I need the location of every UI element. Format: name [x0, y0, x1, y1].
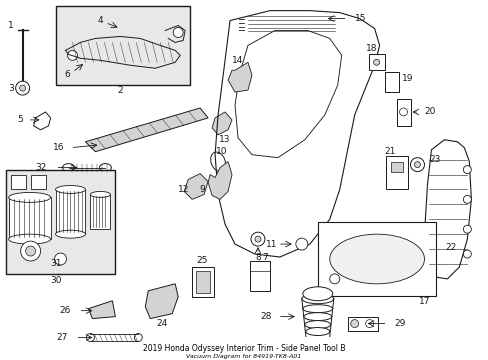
FancyBboxPatch shape [56, 6, 190, 85]
Text: 11: 11 [265, 240, 277, 249]
Bar [249, 261, 269, 291]
Text: 13: 13 [219, 135, 230, 144]
Text: 32: 32 [35, 163, 46, 172]
Text: 5: 5 [18, 116, 23, 125]
Circle shape [329, 274, 339, 284]
Text: 1: 1 [8, 21, 14, 30]
Circle shape [25, 246, 36, 256]
Text: 4: 4 [98, 16, 103, 25]
Bar [196, 271, 210, 293]
Text: 7: 7 [262, 252, 267, 261]
Circle shape [20, 85, 25, 91]
Text: 22: 22 [445, 243, 456, 252]
Ellipse shape [86, 333, 94, 341]
Text: 31: 31 [50, 260, 61, 269]
Ellipse shape [9, 193, 50, 202]
Circle shape [373, 59, 379, 65]
Text: 2: 2 [117, 86, 123, 95]
Circle shape [20, 241, 41, 261]
Ellipse shape [134, 333, 142, 341]
FancyBboxPatch shape [6, 170, 115, 274]
FancyBboxPatch shape [385, 156, 407, 189]
Text: 19: 19 [401, 74, 412, 83]
Circle shape [463, 195, 470, 203]
Text: 20: 20 [424, 108, 435, 117]
Text: 14: 14 [232, 56, 243, 65]
Circle shape [463, 225, 470, 233]
Text: 12: 12 [177, 185, 188, 194]
Text: 27: 27 [57, 333, 68, 342]
Text: 16: 16 [53, 143, 64, 152]
Bar [31, 175, 45, 189]
Polygon shape [85, 108, 208, 152]
Text: 8: 8 [255, 252, 260, 261]
Polygon shape [184, 174, 208, 199]
Circle shape [295, 238, 307, 250]
Text: 3: 3 [8, 84, 14, 93]
Text: 9: 9 [199, 185, 204, 194]
Text: 17: 17 [418, 297, 429, 306]
Ellipse shape [302, 287, 332, 301]
Ellipse shape [99, 164, 111, 172]
Polygon shape [88, 301, 115, 319]
Text: 21: 21 [383, 147, 394, 156]
Text: 28: 28 [260, 312, 271, 321]
Ellipse shape [56, 185, 85, 193]
Text: 30: 30 [50, 276, 61, 285]
Ellipse shape [301, 294, 333, 304]
Circle shape [250, 232, 264, 246]
Ellipse shape [210, 152, 225, 171]
Bar [90, 194, 110, 229]
Circle shape [463, 250, 470, 258]
Ellipse shape [302, 305, 332, 312]
Text: 23: 23 [428, 155, 440, 164]
Circle shape [410, 158, 424, 172]
Bar [390, 162, 402, 172]
Bar [9, 197, 50, 239]
Text: 6: 6 [64, 70, 70, 79]
Polygon shape [145, 284, 178, 319]
Text: 15: 15 [354, 14, 366, 23]
FancyBboxPatch shape [317, 222, 436, 296]
Ellipse shape [62, 164, 74, 172]
Polygon shape [212, 112, 232, 135]
Circle shape [16, 81, 30, 95]
Circle shape [350, 320, 358, 328]
Ellipse shape [303, 312, 331, 321]
FancyBboxPatch shape [368, 54, 384, 70]
Ellipse shape [90, 192, 110, 197]
Text: 2019 Honda Odyssey Interior Trim - Side Panel Tool B: 2019 Honda Odyssey Interior Trim - Side … [142, 344, 345, 353]
Circle shape [399, 108, 407, 116]
Circle shape [365, 320, 373, 328]
Ellipse shape [329, 234, 424, 284]
Circle shape [414, 162, 420, 168]
Polygon shape [208, 162, 232, 199]
Text: 10: 10 [216, 147, 227, 156]
Bar [11, 175, 25, 189]
Text: 29: 29 [394, 319, 405, 328]
Ellipse shape [304, 321, 330, 329]
Circle shape [67, 50, 77, 60]
FancyBboxPatch shape [396, 99, 410, 126]
Ellipse shape [56, 230, 85, 238]
Text: 26: 26 [60, 306, 71, 315]
Circle shape [55, 253, 66, 265]
Bar [384, 72, 398, 92]
Text: 24: 24 [156, 319, 167, 328]
Ellipse shape [9, 234, 50, 244]
Circle shape [463, 166, 470, 174]
Circle shape [173, 27, 183, 37]
Text: 25: 25 [196, 256, 207, 265]
Polygon shape [227, 62, 251, 92]
Bar [192, 267, 214, 297]
Text: 18: 18 [365, 44, 377, 53]
Bar [347, 316, 377, 330]
Ellipse shape [305, 328, 329, 336]
Bar [56, 189, 85, 234]
Text: Vacuum Diagram for 84919-TK8-A01: Vacuum Diagram for 84919-TK8-A01 [186, 354, 301, 359]
Circle shape [254, 236, 261, 242]
